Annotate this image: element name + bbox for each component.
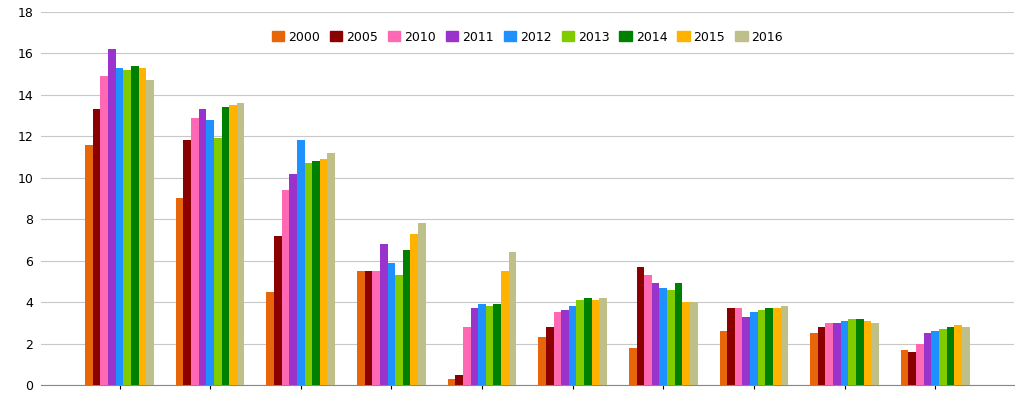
Bar: [818, 327, 825, 385]
Bar: [328, 153, 335, 385]
Bar: [539, 337, 546, 385]
Bar: [758, 310, 765, 385]
Bar: [841, 321, 848, 385]
Bar: [365, 271, 373, 385]
Bar: [751, 312, 758, 385]
Bar: [592, 300, 599, 385]
Bar: [690, 302, 697, 385]
Bar: [146, 81, 154, 385]
Bar: [932, 331, 939, 385]
Bar: [380, 244, 388, 385]
Bar: [946, 327, 954, 385]
Bar: [629, 348, 637, 385]
Bar: [282, 190, 290, 385]
Bar: [207, 120, 214, 385]
Bar: [825, 323, 834, 385]
Bar: [319, 159, 328, 385]
Bar: [962, 327, 970, 385]
Bar: [773, 308, 780, 385]
Bar: [637, 267, 644, 385]
Bar: [863, 321, 871, 385]
Bar: [682, 302, 690, 385]
Bar: [93, 109, 100, 385]
Bar: [418, 223, 426, 385]
Bar: [485, 306, 494, 385]
Bar: [229, 105, 237, 385]
Bar: [456, 375, 463, 385]
Bar: [199, 109, 207, 385]
Bar: [742, 317, 751, 385]
Bar: [727, 308, 735, 385]
Bar: [138, 68, 146, 385]
Bar: [848, 319, 856, 385]
Bar: [471, 308, 478, 385]
Bar: [652, 284, 659, 385]
Bar: [659, 288, 667, 385]
Bar: [924, 333, 932, 385]
Bar: [447, 379, 456, 385]
Bar: [780, 306, 788, 385]
Bar: [675, 284, 682, 385]
Bar: [191, 118, 199, 385]
Bar: [373, 271, 380, 385]
Bar: [388, 263, 395, 385]
Bar: [569, 306, 577, 385]
Bar: [312, 161, 319, 385]
Bar: [871, 323, 879, 385]
Bar: [494, 304, 501, 385]
Bar: [123, 70, 131, 385]
Bar: [221, 107, 229, 385]
Bar: [100, 76, 109, 385]
Bar: [599, 298, 607, 385]
Bar: [644, 275, 652, 385]
Bar: [908, 352, 916, 385]
Bar: [561, 310, 569, 385]
Bar: [297, 140, 304, 385]
Bar: [720, 331, 727, 385]
Bar: [116, 68, 123, 385]
Bar: [810, 333, 818, 385]
Bar: [834, 323, 841, 385]
Bar: [131, 66, 138, 385]
Bar: [176, 198, 183, 385]
Bar: [856, 319, 863, 385]
Bar: [554, 312, 561, 385]
Bar: [183, 140, 191, 385]
Bar: [901, 350, 908, 385]
Bar: [939, 329, 946, 385]
Bar: [735, 308, 742, 385]
Bar: [109, 49, 116, 385]
Legend: 2000, 2005, 2010, 2011, 2012, 2013, 2014, 2015, 2016: 2000, 2005, 2010, 2011, 2012, 2013, 2014…: [266, 26, 788, 49]
Bar: [402, 250, 411, 385]
Bar: [237, 103, 245, 385]
Bar: [274, 236, 282, 385]
Bar: [85, 145, 93, 385]
Bar: [214, 138, 221, 385]
Bar: [290, 174, 297, 385]
Bar: [546, 327, 554, 385]
Bar: [765, 308, 773, 385]
Bar: [667, 290, 675, 385]
Bar: [304, 163, 312, 385]
Bar: [584, 298, 592, 385]
Bar: [916, 344, 924, 385]
Bar: [357, 271, 365, 385]
Bar: [463, 327, 471, 385]
Bar: [954, 325, 962, 385]
Bar: [501, 271, 509, 385]
Bar: [509, 252, 516, 385]
Bar: [266, 292, 274, 385]
Bar: [411, 234, 418, 385]
Bar: [478, 304, 485, 385]
Bar: [395, 275, 402, 385]
Bar: [577, 300, 584, 385]
